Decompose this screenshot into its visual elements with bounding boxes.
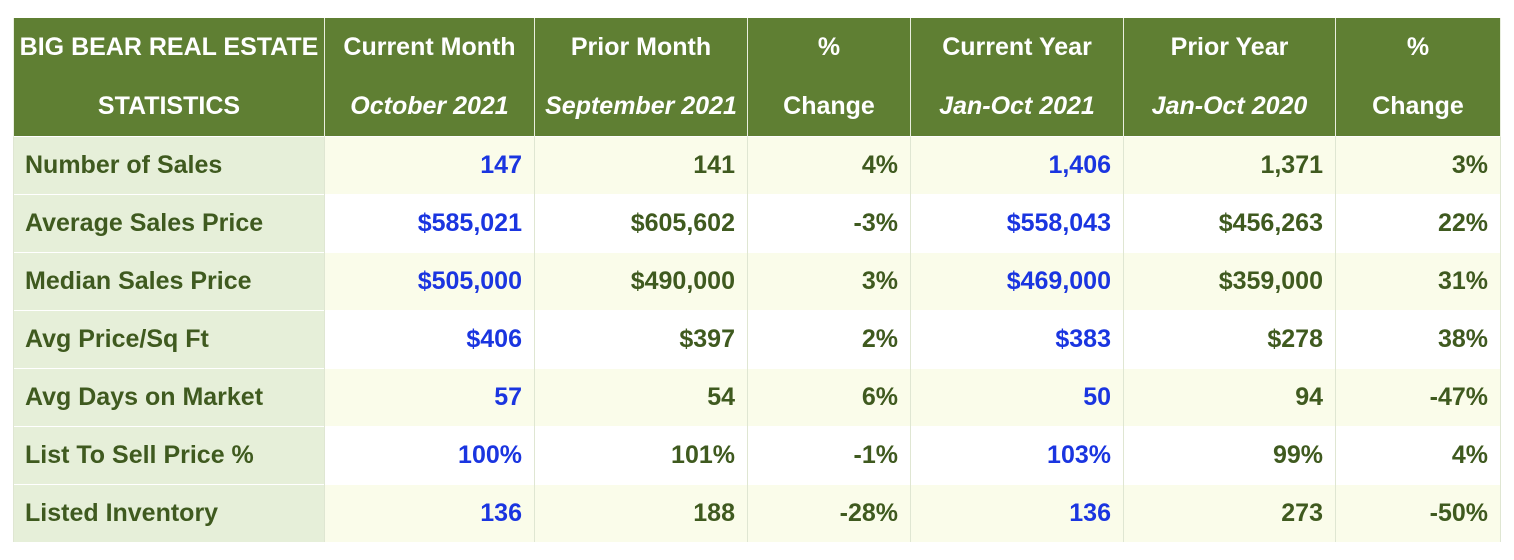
col-header-prior-month: Prior Month xyxy=(534,18,748,77)
cell-prior-month: 141 xyxy=(534,136,748,195)
row-label: Number of Sales xyxy=(13,136,325,195)
row-label: Median Sales Price xyxy=(13,252,325,311)
col-header-current-year: Current Year xyxy=(910,18,1124,77)
cell-year-pct: 38% xyxy=(1335,310,1501,369)
cell-prior-year: 1,371 xyxy=(1123,136,1336,195)
cell-year-pct: -47% xyxy=(1335,368,1501,427)
cell-month-pct: -3% xyxy=(747,194,911,253)
cell-month-pct: 2% xyxy=(747,310,911,369)
row-label: Avg Days on Market xyxy=(13,368,325,427)
cell-current-month: $585,021 xyxy=(324,194,535,253)
table-row: Average Sales Price $585,021 $605,602 -3… xyxy=(13,194,1501,253)
cell-current-month: $505,000 xyxy=(324,252,535,311)
cell-current-month: $406 xyxy=(324,310,535,369)
col-subheader-prior-month: September 2021 xyxy=(534,77,748,137)
cell-year-pct: 3% xyxy=(1335,136,1501,195)
table-row: List To Sell Price % 100% 101% -1% 103% … xyxy=(13,426,1501,485)
cell-month-pct: -28% xyxy=(747,484,911,542)
table-body: Number of Sales 147 141 4% 1,406 1,371 3… xyxy=(13,136,1501,542)
cell-current-month: 136 xyxy=(324,484,535,542)
table-title-line2: STATISTICS xyxy=(13,77,325,137)
cell-year-pct: 22% xyxy=(1335,194,1501,253)
table-row: Median Sales Price $505,000 $490,000 3% … xyxy=(13,252,1501,311)
cell-prior-year: 94 xyxy=(1123,368,1336,427)
cell-prior-month: 188 xyxy=(534,484,748,542)
cell-prior-year: 99% xyxy=(1123,426,1336,485)
cell-prior-month: $490,000 xyxy=(534,252,748,311)
table-row: Avg Days on Market 57 54 6% 50 94 -47% xyxy=(13,368,1501,427)
cell-current-month: 57 xyxy=(324,368,535,427)
table-row: Number of Sales 147 141 4% 1,406 1,371 3… xyxy=(13,136,1501,195)
cell-prior-year: $456,263 xyxy=(1123,194,1336,253)
cell-prior-month: $397 xyxy=(534,310,748,369)
cell-month-pct: -1% xyxy=(747,426,911,485)
row-label: Listed Inventory xyxy=(13,484,325,542)
cell-current-year: 136 xyxy=(910,484,1124,542)
cell-current-year: $383 xyxy=(910,310,1124,369)
cell-year-pct: 4% xyxy=(1335,426,1501,485)
col-header-year-pct: % xyxy=(1335,18,1501,77)
col-subheader-year-pct: Change xyxy=(1335,77,1501,137)
col-subheader-month-pct: Change xyxy=(747,77,911,137)
col-header-prior-year: Prior Year xyxy=(1123,18,1336,77)
header-row-top: BIG BEAR REAL ESTATE Current Month Prior… xyxy=(13,18,1501,77)
cell-current-month: 100% xyxy=(324,426,535,485)
table-row: Avg Price/Sq Ft $406 $397 2% $383 $278 3… xyxy=(13,310,1501,369)
cell-prior-year: $359,000 xyxy=(1123,252,1336,311)
col-subheader-current-month: October 2021 xyxy=(324,77,535,137)
real-estate-stats-table: BIG BEAR REAL ESTATE Current Month Prior… xyxy=(13,18,1501,542)
header-row-bottom: STATISTICS October 2021 September 2021 C… xyxy=(13,77,1501,137)
cell-prior-year: $278 xyxy=(1123,310,1336,369)
cell-prior-month: 54 xyxy=(534,368,748,427)
table-header: BIG BEAR REAL ESTATE Current Month Prior… xyxy=(13,18,1501,137)
row-label: Average Sales Price xyxy=(13,194,325,253)
col-header-month-pct: % xyxy=(747,18,911,77)
cell-current-year: 103% xyxy=(910,426,1124,485)
table-title-line1: BIG BEAR REAL ESTATE xyxy=(13,18,325,77)
cell-current-year: $469,000 xyxy=(910,252,1124,311)
cell-current-year: $558,043 xyxy=(910,194,1124,253)
col-subheader-current-year: Jan-Oct 2021 xyxy=(910,77,1124,137)
cell-month-pct: 4% xyxy=(747,136,911,195)
col-subheader-prior-year: Jan-Oct 2020 xyxy=(1123,77,1336,137)
cell-current-year: 1,406 xyxy=(910,136,1124,195)
cell-prior-month: $605,602 xyxy=(534,194,748,253)
cell-prior-year: 273 xyxy=(1123,484,1336,542)
cell-current-year: 50 xyxy=(910,368,1124,427)
col-header-current-month: Current Month xyxy=(324,18,535,77)
row-label: List To Sell Price % xyxy=(13,426,325,485)
row-label: Avg Price/Sq Ft xyxy=(13,310,325,369)
cell-current-month: 147 xyxy=(324,136,535,195)
cell-year-pct: 31% xyxy=(1335,252,1501,311)
table-row: Listed Inventory 136 188 -28% 136 273 -5… xyxy=(13,484,1501,542)
cell-month-pct: 3% xyxy=(747,252,911,311)
cell-prior-month: 101% xyxy=(534,426,748,485)
cell-year-pct: -50% xyxy=(1335,484,1501,542)
cell-month-pct: 6% xyxy=(747,368,911,427)
